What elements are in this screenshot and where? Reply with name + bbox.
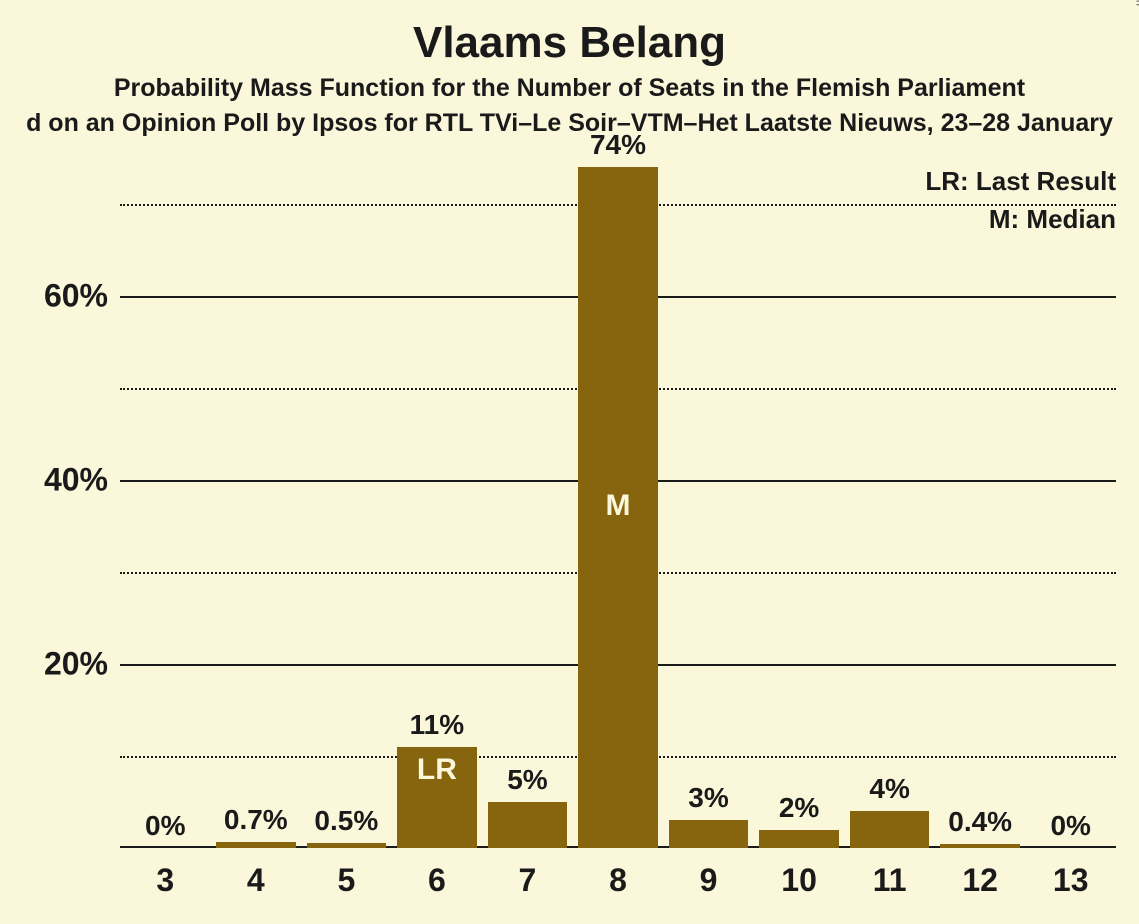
y-tick-label: 60% — [44, 278, 108, 315]
bar-annotation: M — [606, 489, 631, 523]
y-tick-label: 40% — [44, 462, 108, 499]
x-tick-label: 10 — [781, 862, 817, 899]
x-tick-label: 5 — [337, 862, 355, 899]
bar-value-label: 0.5% — [314, 805, 378, 837]
copyright-text: © 2018 Filip van Laenen — [1133, 0, 1139, 6]
x-tick-label: 8 — [609, 862, 627, 899]
chart-subtitle-2: d on an Opinion Poll by Ipsos for RTL TV… — [0, 109, 1139, 138]
bar-value-label: 0% — [1050, 810, 1090, 842]
x-tick-label: 3 — [156, 862, 174, 899]
x-tick-label: 11 — [873, 862, 907, 899]
x-tick-label: 9 — [700, 862, 718, 899]
x-tick-label: 7 — [519, 862, 537, 899]
legend-entry: LR: Last Result — [925, 166, 1116, 197]
y-tick-label: 20% — [44, 646, 108, 683]
bar-value-label: 4% — [869, 773, 909, 805]
bar-value-label: 11% — [410, 709, 465, 741]
bar-value-label: 5% — [507, 764, 547, 796]
chart-plot-area: 20%40%60%0%30.7%40.5%511%65%774%83%92%10… — [120, 158, 1116, 848]
x-tick-label: 6 — [428, 862, 446, 899]
x-tick-label: 4 — [247, 862, 265, 899]
bar: 2% — [759, 830, 839, 848]
bar: 4% — [850, 811, 930, 848]
bar-value-label: 3% — [688, 782, 728, 814]
bar: 0.5% — [307, 843, 387, 848]
bar-value-label: 0.7% — [224, 804, 288, 836]
bar-value-label: 2% — [779, 792, 819, 824]
x-tick-label: 13 — [1053, 862, 1089, 899]
legend-entry: M: Median — [989, 204, 1116, 235]
bar-annotation: LR — [417, 753, 457, 787]
bar-value-label: 0% — [145, 810, 185, 842]
bar: 5% — [488, 802, 568, 848]
bar: 0.4% — [940, 844, 1020, 848]
chart-title: Vlaams Belang — [0, 0, 1139, 68]
bar: 3% — [669, 820, 749, 848]
x-tick-label: 12 — [962, 862, 998, 899]
chart-subtitle-1: Probability Mass Function for the Number… — [0, 74, 1139, 103]
bar: 0.7% — [216, 842, 296, 848]
bar-value-label: 74% — [590, 129, 646, 161]
bar-value-label: 0.4% — [948, 806, 1012, 838]
